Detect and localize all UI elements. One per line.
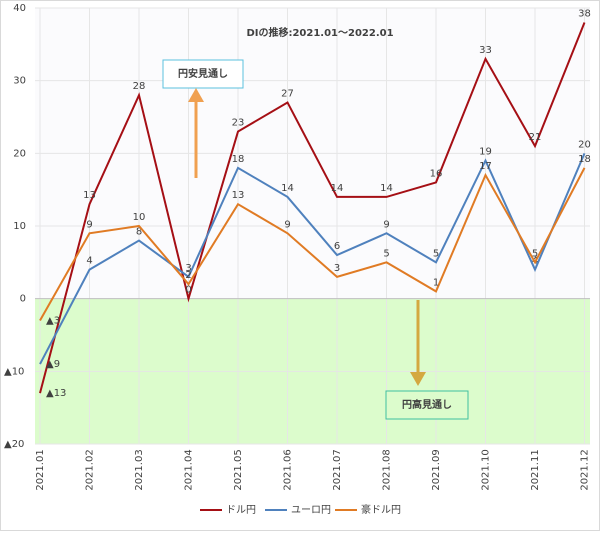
x-tick-label: 2021.11 [530, 449, 541, 490]
y-tick-label: ▲20 [4, 439, 24, 450]
data-label: 3 [185, 263, 191, 274]
data-label: ▲9 [46, 359, 60, 370]
x-tick-label: 2021.09 [431, 449, 442, 490]
x-tick-label: 2021.01 [35, 449, 46, 490]
data-label: 0 [185, 285, 191, 296]
data-label: 18 [232, 154, 245, 165]
data-label: 23 [232, 118, 245, 129]
x-tick-label: 2021.06 [283, 449, 294, 490]
data-label: 18 [578, 154, 591, 165]
data-label: 14 [281, 183, 294, 194]
x-tick-label: 2021.04 [184, 449, 195, 490]
data-label: 6 [334, 241, 340, 252]
data-label: 17 [479, 161, 492, 172]
data-label: ▲3 [46, 315, 60, 326]
data-label: 28 [133, 81, 146, 92]
data-label: 16 [430, 168, 443, 179]
x-tick-label: 2021.10 [481, 449, 492, 490]
series-line [39, 152, 586, 365]
data-label: 33 [479, 45, 492, 56]
legend-label: 豪ドル円 [361, 503, 401, 516]
data-label: ▲13 [46, 388, 66, 399]
data-label: 2 [185, 270, 191, 281]
data-label: 27 [281, 88, 294, 99]
annotation: 円安見通し [178, 67, 228, 80]
x-tick-label: 2021.08 [382, 449, 393, 490]
data-label: 9 [284, 219, 290, 230]
data-label: 9 [383, 219, 389, 230]
y-tick-label: 0 [20, 294, 26, 305]
x-tick-label: 2021.02 [85, 449, 96, 490]
x-tick-label: 2021.07 [332, 449, 343, 490]
legend-label: ユーロ円 [291, 505, 331, 516]
y-tick-label: 20 [13, 148, 26, 159]
data-label: 20 [578, 139, 591, 150]
chart-title: DIの推移:2021.01～2022.01 [246, 26, 393, 39]
data-label: 9 [86, 219, 92, 230]
annotation-box [385, 390, 469, 420]
x-tick-label: 2021.05 [233, 449, 244, 490]
y-tick-label: 10 [13, 221, 26, 232]
data-label: 19 [479, 147, 492, 158]
y-tick-label: 40 [13, 3, 26, 14]
series-line [39, 22, 586, 394]
x-tick-label: 2021.12 [580, 449, 591, 490]
data-label: 3 [334, 263, 340, 274]
annotation-box [162, 59, 244, 89]
data-label: 8 [136, 227, 142, 238]
data-label: 5 [433, 248, 439, 259]
data-label: 4 [86, 256, 92, 267]
arrow-head [410, 372, 426, 386]
annotation: 円高見通し [402, 398, 452, 411]
arrow-head [188, 88, 204, 102]
series-line [39, 167, 586, 321]
data-label: 10 [133, 212, 146, 223]
data-label: 13 [232, 190, 245, 201]
data-label: 13 [83, 190, 96, 201]
y-tick-label: 30 [13, 76, 26, 87]
legend-label: ドル円 [226, 505, 256, 516]
data-label: 14 [331, 183, 344, 194]
data-label: 1 [433, 277, 439, 288]
data-label: 38 [578, 9, 591, 20]
data-label: 14 [380, 183, 393, 194]
y-tick-label: ▲10 [4, 366, 24, 377]
data-label: 21 [529, 132, 542, 143]
x-tick-label: 2021.03 [134, 449, 145, 490]
data-label: 5 [532, 248, 538, 259]
data-label: 5 [383, 248, 389, 259]
